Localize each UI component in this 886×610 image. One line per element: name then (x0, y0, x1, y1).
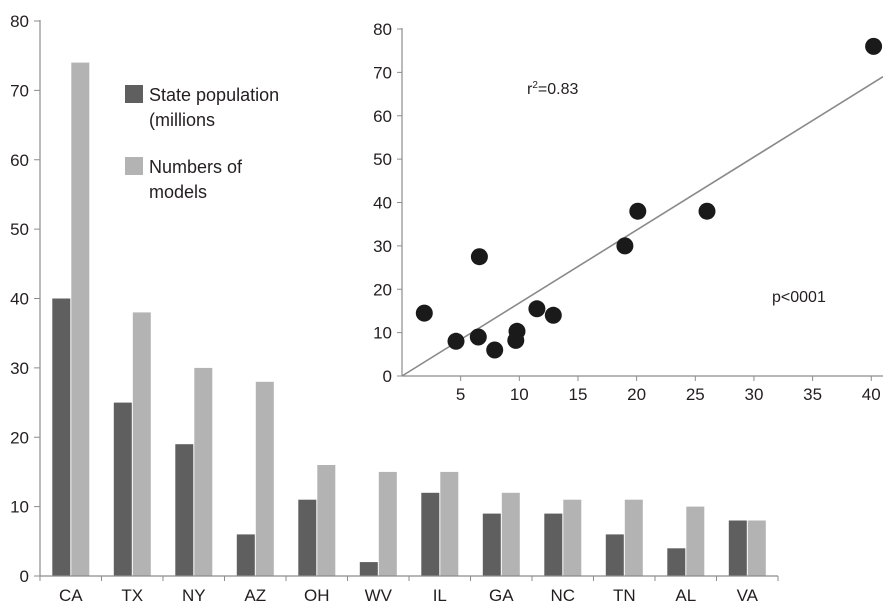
bar-va-series-2 (747, 520, 766, 576)
scatter-x-tick-label-5: 5 (456, 385, 465, 404)
bar-az-series-1 (236, 534, 255, 576)
scatter-y-tick-label-50: 50 (373, 150, 392, 169)
bar-az-series-2 (255, 381, 274, 577)
x-tick-label-ny: NY (182, 586, 206, 605)
scatter-point-10 (616, 237, 634, 255)
r2-superscript: 2 (532, 80, 538, 91)
x-tick-label-oh: OH (304, 586, 330, 605)
x-tick-label-nc: NC (551, 586, 576, 605)
scatter-y-tick-label-0: 0 (383, 367, 392, 386)
scatter-y-tick-label-20: 20 (373, 280, 392, 299)
scatter-point-8 (528, 300, 546, 318)
bar-legend: State population (millions Numbers of model… (125, 85, 279, 202)
y-tick-label-50: 50 (10, 220, 29, 239)
scatter-x-tick-label-25: 25 (686, 385, 705, 404)
y-tick-label-20: 20 (10, 428, 29, 447)
bar-oh-series-2 (317, 465, 336, 576)
bar-ga-series-2 (501, 492, 520, 577)
bar-marks (52, 62, 766, 577)
bar-ca-series-1 (52, 298, 71, 576)
y-tick-label-0: 0 (20, 567, 29, 586)
y-tick-label-70: 70 (10, 81, 29, 100)
legend-swatch-2 (125, 157, 143, 175)
scatter-x-tick-label-10: 10 (510, 385, 529, 404)
scatter-y-tick-label-70: 70 (373, 63, 392, 82)
bar-il-series-1 (421, 492, 440, 577)
scatter-point-5 (486, 341, 504, 359)
scatter-x-tick-label-40: 40 (862, 385, 881, 404)
x-tick-label-ca: CA (59, 586, 83, 605)
bar-al-series-2 (686, 506, 705, 576)
bar-ga-series-1 (482, 513, 501, 576)
y-tick-label-60: 60 (10, 151, 29, 170)
y-tick-label-30: 30 (10, 359, 29, 378)
bar-tx-series-1 (113, 402, 132, 576)
x-tick-label-wv: WV (365, 586, 393, 605)
scatter-point-7 (508, 322, 526, 340)
bar-tn-series-1 (605, 534, 624, 576)
bar-axes: CA TX NY AZ OH WV IL GA NC TN AL VA0102030405060708… (10, 12, 779, 605)
scatter-point-1 (415, 304, 433, 322)
scatter-y-tick-label-10: 10 (373, 324, 392, 343)
x-tick-label-az: AZ (244, 586, 266, 605)
bar-chart: CA TX NY AZ OH WV IL GA NC TN AL VA0102030405060708… (10, 12, 779, 605)
bar-wv-series-2 (378, 471, 397, 576)
scatter-chart: 0 10 20 30 40 50 60 70 80 5 10 15 20 25 30 35 40 r2=0.83… (360, 13, 886, 412)
legend-label-1-line-2: (millions (149, 110, 215, 130)
scatter-point-4 (470, 248, 488, 266)
scatter-point-3 (469, 328, 487, 346)
legend-label-2-line-2: models (149, 182, 207, 202)
y-tick-label-10: 10 (10, 498, 29, 517)
legend-swatch-1 (125, 85, 143, 103)
bar-va-series-1 (728, 520, 747, 576)
r2-prefix: r (527, 81, 533, 98)
x-tick-label-tx: TX (121, 586, 143, 605)
scatter-point-2 (447, 332, 465, 350)
scatter-x-tick-label-15: 15 (569, 385, 588, 404)
bar-oh-series-1 (298, 499, 317, 576)
x-tick-label-va: VA (737, 586, 759, 605)
bar-ny-series-1 (175, 444, 194, 576)
scatter-point-11 (629, 202, 647, 220)
bar-ca-series-2 (71, 62, 90, 577)
bar-tx-series-2 (132, 312, 151, 576)
scatter-y-tick-label-30: 30 (373, 237, 392, 256)
scatter-y-tick-label-40: 40 (373, 194, 392, 213)
legend-label-1-line-1: State population (149, 85, 279, 105)
r2-annotation: r2=0.83 (527, 80, 578, 98)
r2-value: =0.83 (538, 81, 579, 98)
x-tick-label-il: IL (433, 586, 447, 605)
scatter-marks (401, 37, 884, 377)
x-tick-label-ga: GA (489, 586, 514, 605)
p-value-annotation: p<0001 (772, 289, 826, 306)
y-tick-label-40: 40 (10, 290, 29, 309)
scatter-point-13 (865, 37, 883, 55)
scatter-x-tick-label-30: 30 (744, 385, 763, 404)
bar-nc-series-1 (544, 513, 563, 576)
bar-ny-series-2 (194, 367, 213, 576)
bar-tn-series-2 (624, 499, 643, 576)
trend-line (401, 76, 884, 377)
scatter-point-12 (698, 202, 716, 220)
bar-al-series-1 (667, 548, 686, 577)
y-tick-label-80: 80 (10, 12, 29, 31)
scatter-x-tick-label-35: 35 (803, 385, 822, 404)
bar-il-series-2 (440, 471, 459, 576)
bar-wv-series-1 (359, 562, 378, 576)
x-tick-label-tn: TN (613, 586, 636, 605)
bar-nc-series-2 (563, 499, 582, 576)
scatter-y-tick-label-60: 60 (373, 107, 392, 126)
legend-label-2-line-1: Numbers of (149, 157, 243, 177)
scatter-axes: 0 10 20 30 40 50 60 70 80 5 10 15 20 25 30 35 40 (360, 13, 886, 412)
scatter-y-tick-label-80: 80 (373, 20, 392, 39)
scatter-x-tick-label-20: 20 (627, 385, 646, 404)
scatter-background (360, 13, 886, 412)
scatter-point-9 (544, 306, 562, 324)
x-tick-label-al: AL (675, 586, 696, 605)
